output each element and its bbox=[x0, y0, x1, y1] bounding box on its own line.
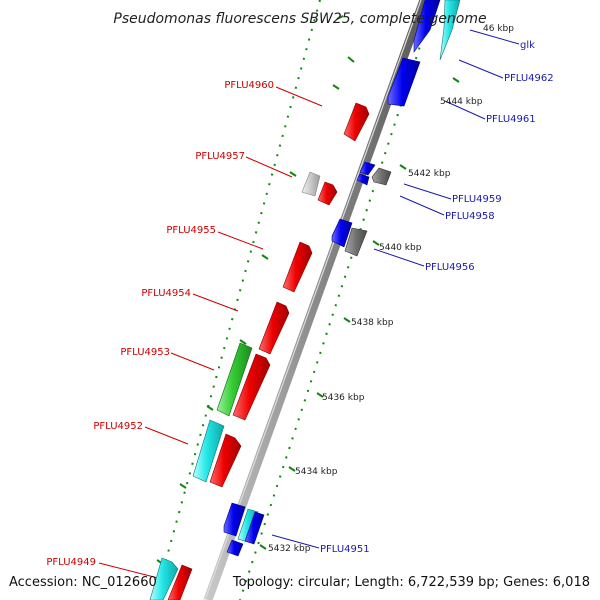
reverse-strand-genes bbox=[223, 0, 461, 557]
leader-line-pflu4954 bbox=[192, 293, 239, 312]
leader-line-pflu4955 bbox=[217, 231, 264, 250]
tick-dash bbox=[179, 483, 187, 489]
outer-dotted-guide bbox=[154, 0, 321, 600]
tick-dash bbox=[332, 84, 340, 90]
leader-line-pflu4956 bbox=[373, 248, 425, 267]
kbp-label-5432: 5432 kbp bbox=[268, 544, 311, 554]
gene-pflu4951[interactable] bbox=[244, 511, 265, 545]
kbp-label-5442: 5442 kbp bbox=[408, 169, 451, 179]
tick-ring bbox=[154, 0, 460, 600]
leader-line-glk bbox=[469, 29, 520, 45]
gene-labels-forward: PFLU4960 PFLU4957 PFLU4955 PFLU4954 PFLU… bbox=[46, 80, 274, 568]
gene-pflu4962[interactable] bbox=[387, 57, 421, 107]
tick-dash bbox=[259, 544, 267, 550]
gene-label-pflu4951[interactable]: PFLU4951 bbox=[320, 544, 370, 555]
gene-pflu4954[interactable] bbox=[258, 301, 290, 355]
gene-label-pflu4955[interactable]: PFLU4955 bbox=[166, 225, 216, 236]
gene-label-pflu4953[interactable]: PFLU4953 bbox=[120, 347, 170, 358]
gene-label-pflu4957[interactable]: PFLU4957 bbox=[195, 151, 245, 162]
tick-dash bbox=[288, 466, 296, 472]
gene-label-pflu4952[interactable]: PFLU4952 bbox=[93, 421, 143, 432]
leader-line-pflu4953 bbox=[170, 352, 215, 371]
kbp-label-5434: 5434 kbp bbox=[295, 467, 338, 477]
gene-pflu4957-pseudo[interactable] bbox=[301, 171, 321, 197]
leader-line-pflu4959 bbox=[403, 183, 452, 200]
gene-pflu4957[interactable] bbox=[317, 181, 338, 206]
leader-line-pflu4960 bbox=[275, 86, 323, 107]
backbone-highlight bbox=[204, 0, 422, 600]
gene-glk-neighbour[interactable] bbox=[439, 0, 461, 61]
tick-dash bbox=[261, 254, 269, 260]
tick-dash bbox=[347, 56, 355, 63]
tick-dash bbox=[206, 405, 214, 411]
leader-line-pflu4957 bbox=[245, 156, 293, 178]
gene-pflu4949-cyan[interactable] bbox=[149, 557, 179, 600]
gene-label-glk[interactable]: glk bbox=[520, 40, 535, 51]
gene-label-pflu4960[interactable]: PFLU4960 bbox=[224, 80, 274, 91]
kbp-label-5444: 5444 kbp bbox=[440, 97, 483, 107]
gene-label-pflu4956[interactable]: PFLU4956 bbox=[425, 262, 475, 273]
tick-dash bbox=[239, 339, 247, 345]
gene-pflu4955[interactable] bbox=[282, 241, 313, 293]
gene-pflu4953[interactable] bbox=[216, 342, 253, 417]
gene-glk[interactable] bbox=[413, 0, 441, 53]
leader-line-pflu4958 bbox=[399, 195, 445, 216]
tick-dash bbox=[316, 392, 324, 398]
gene-label-pflu4949[interactable]: PFLU4949 bbox=[46, 557, 96, 568]
tick-dash bbox=[399, 164, 407, 170]
gene-labels-reverse: glk PFLU4962 PFLU4961 PFLU4959 PFLU4958 … bbox=[320, 40, 554, 555]
map-title: Pseudomonas fluorescens SBW25, complete … bbox=[113, 11, 486, 27]
leader-line-pflu4962 bbox=[458, 59, 504, 79]
gene-pflu4959-b[interactable] bbox=[356, 173, 370, 186]
kbp-label-5438: 5438 kbp bbox=[351, 318, 394, 328]
leader-line-pflu4961 bbox=[444, 100, 486, 120]
gene-label-pflu4958[interactable]: PFLU4958 bbox=[445, 211, 495, 222]
accession-text: Accession: NC_012660 bbox=[9, 575, 157, 590]
gene-pflu4951-a[interactable] bbox=[223, 502, 246, 537]
gene-pflu4959-a[interactable] bbox=[359, 161, 376, 176]
leader-line-pflu4952 bbox=[144, 426, 189, 445]
gene-pflu4952[interactable] bbox=[209, 433, 242, 488]
gene-pflu4960[interactable] bbox=[343, 102, 370, 142]
kbp-label-5436: 5436 kbp bbox=[322, 393, 365, 403]
kbp-scale-labels: 5432 kbp 5434 kbp 5436 kbp 5438 kbp 5440… bbox=[268, 24, 514, 554]
gene-label-pflu4954[interactable]: PFLU4954 bbox=[141, 288, 191, 299]
tick-dash bbox=[289, 171, 297, 177]
gene-label-pflu4961[interactable]: PFLU4961 bbox=[486, 114, 536, 125]
tick-dash bbox=[343, 317, 351, 323]
kbp-label-5440: 5440 kbp bbox=[379, 243, 422, 253]
gene-label-pflu4962[interactable]: PFLU4962 bbox=[504, 73, 554, 84]
gene-pflu4958[interactable] bbox=[371, 167, 392, 186]
gene-pflu4951-small[interactable] bbox=[226, 539, 244, 557]
gene-pflu4949[interactable] bbox=[167, 564, 193, 600]
gene-pflu4956[interactable] bbox=[344, 227, 368, 257]
gene-pflu4952-cyan[interactable] bbox=[192, 419, 225, 483]
kbp-label-5446: 46 kbp bbox=[483, 24, 514, 34]
gene-label-pflu4959[interactable]: PFLU4959 bbox=[452, 194, 502, 205]
leader-line-pflu4949 bbox=[98, 562, 159, 579]
genome-summary-text: Topology: circular; Length: 6,722,539 bp… bbox=[232, 575, 590, 590]
leader-line-pflu4951 bbox=[271, 534, 320, 549]
forward-strand-genes bbox=[149, 102, 370, 600]
tick-dash bbox=[336, 15, 344, 20]
gene-pflu4956-blue[interactable] bbox=[331, 218, 353, 248]
gene-pflu4953-partner[interactable] bbox=[232, 353, 271, 421]
leader-lines bbox=[98, 29, 520, 579]
tick-dash bbox=[452, 77, 460, 83]
tick-dash bbox=[372, 240, 380, 246]
